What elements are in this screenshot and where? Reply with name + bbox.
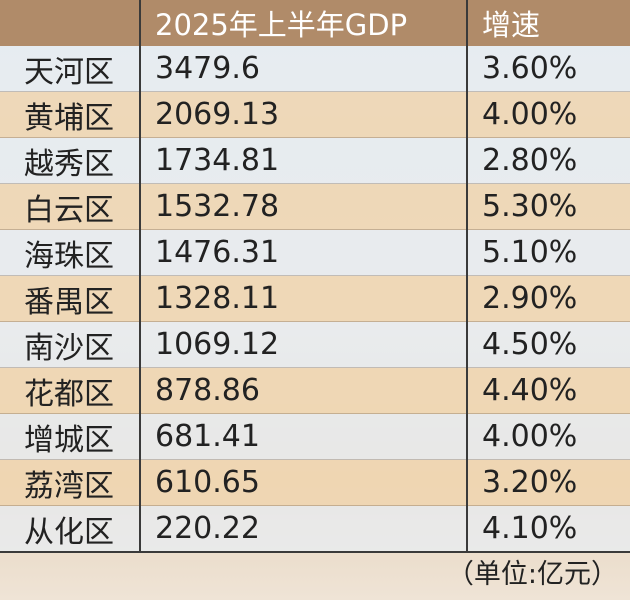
district-cell: 黄埔区 <box>0 91 140 138</box>
table-row: 增城区 681.41 4.00% <box>0 413 630 460</box>
table-row: 海珠区 1476.31 5.10% <box>0 229 630 276</box>
gdp-table: 2025年上半年GDP 增速 天河区 3479.6 3.60% 黄埔区 2069.13 4… <box>0 0 630 553</box>
gdp-cell: 3479.6 <box>139 46 467 92</box>
growth-cell: 3.60% <box>466 46 630 92</box>
growth-cell: 2.90% <box>466 275 630 322</box>
growth-cell: 5.30% <box>466 183 630 230</box>
district-cell: 越秀区 <box>0 137 140 184</box>
gdp-cell: 610.65 <box>139 459 467 506</box>
table-row: 从化区 220.22 4.10% <box>0 505 630 553</box>
district-cell: 增城区 <box>0 413 140 460</box>
table-row: 荔湾区 610.65 3.20% <box>0 459 630 506</box>
district-cell: 天河区 <box>0 46 140 92</box>
table-row: 黄埔区 2069.13 4.00% <box>0 91 630 138</box>
district-cell: 南沙区 <box>0 321 140 368</box>
table-row: 越秀区 1734.81 2.80% <box>0 137 630 184</box>
gdp-cell: 1069.12 <box>139 321 467 368</box>
gdp-cell: 1532.78 <box>139 183 467 230</box>
header-cell <box>0 0 140 46</box>
gdp-cell: 1734.81 <box>139 137 467 184</box>
growth-cell: 4.10% <box>466 505 630 553</box>
district-cell: 白云区 <box>0 183 140 230</box>
header-row: 2025年上半年GDP 增速 <box>0 0 630 46</box>
district-cell: 番禺区 <box>0 275 140 322</box>
table-row: 白云区 1532.78 5.30% <box>0 183 630 230</box>
gdp-cell: 2069.13 <box>139 91 467 138</box>
growth-cell: 4.50% <box>466 321 630 368</box>
gdp-cell: 220.22 <box>139 505 467 553</box>
growth-cell: 2.80% <box>466 137 630 184</box>
table-row: 天河区 3479.6 3.60% <box>0 46 630 92</box>
gdp-cell: 1328.11 <box>139 275 467 322</box>
growth-cell: 4.40% <box>466 367 630 414</box>
district-cell: 从化区 <box>0 505 140 553</box>
growth-cell: 5.10% <box>466 229 630 276</box>
district-cell: 花都区 <box>0 367 140 414</box>
header-cell: 增速 <box>466 0 630 46</box>
growth-cell: 4.00% <box>466 91 630 138</box>
table-body: 天河区 3479.6 3.60% 黄埔区 2069.13 4.00% 越秀区 1734.81 2… <box>0 46 630 553</box>
gdp-cell: 681.41 <box>139 413 467 460</box>
table-row: 南沙区 1069.12 4.50% <box>0 321 630 368</box>
district-cell: 海珠区 <box>0 229 140 276</box>
unit-note: （单位:亿元） <box>446 559 618 590</box>
gdp-cell: 878.86 <box>139 367 467 414</box>
district-cell: 荔湾区 <box>0 459 140 506</box>
growth-cell: 3.20% <box>466 459 630 506</box>
table-row: 番禺区 1328.11 2.90% <box>0 275 630 322</box>
gdp-cell: 1476.31 <box>139 229 467 276</box>
growth-cell: 4.00% <box>466 413 630 460</box>
table-row: 花都区 878.86 4.40% <box>0 367 630 414</box>
header-cell: 2025年上半年GDP <box>139 0 467 46</box>
